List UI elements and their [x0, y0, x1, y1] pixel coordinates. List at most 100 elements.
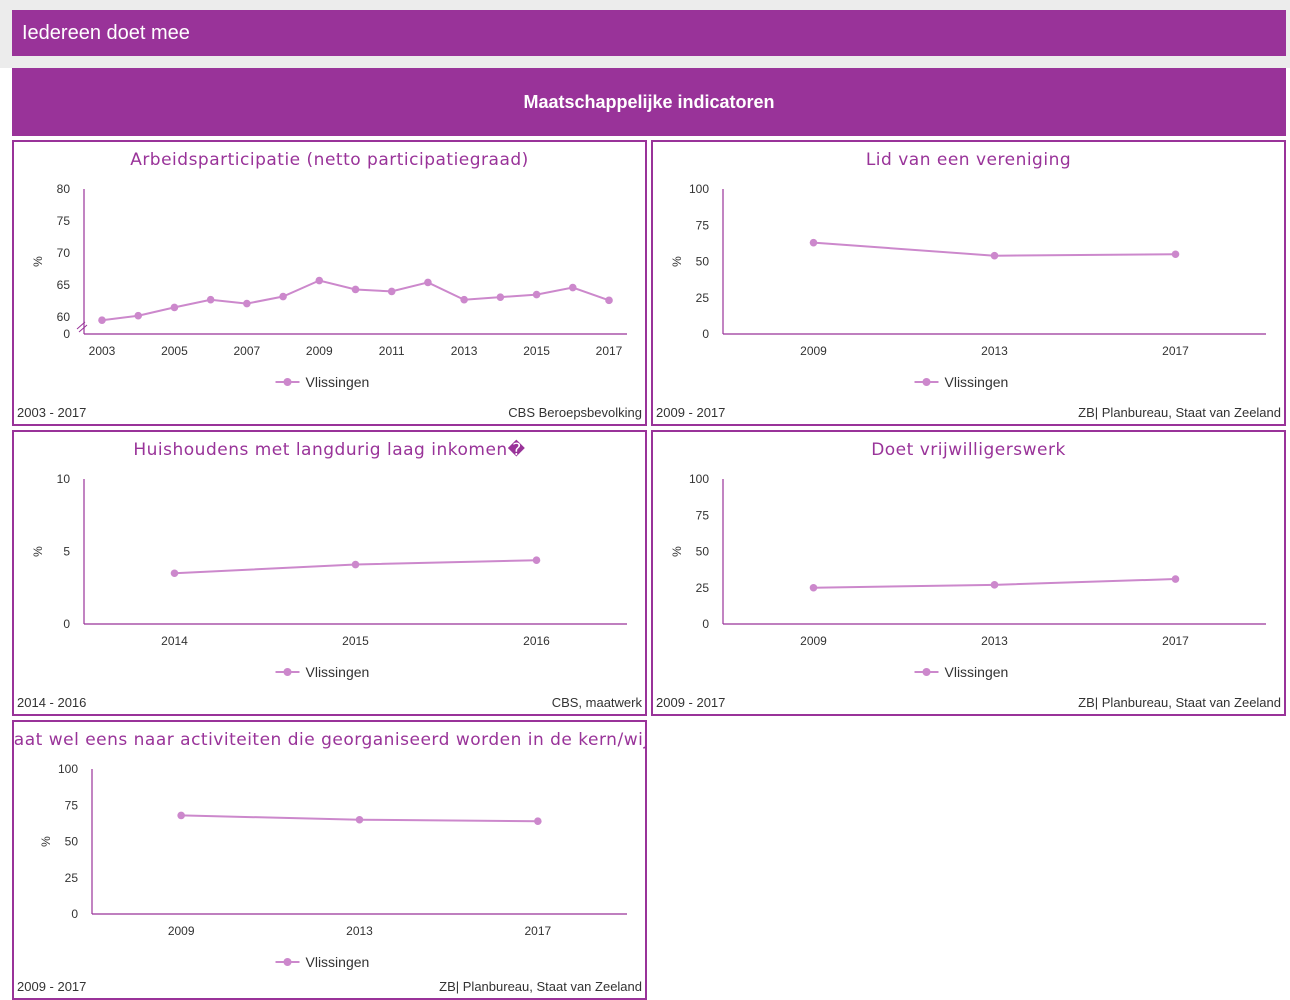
x-tick-label: 2007 — [234, 344, 261, 358]
x-tick-label: 2013 — [981, 634, 1008, 648]
period-label: 2009 - 2017 — [17, 979, 86, 994]
y-tick-label: 60 — [57, 310, 71, 324]
source-label: ZB| Planbureau, Staat van Zeeland — [1078, 695, 1281, 710]
legend-label: Vlissingen — [945, 664, 1009, 680]
chart-panel-activiteiten: Gaat wel eens naar activiteiten die geor… — [12, 720, 647, 1000]
line-chart: Doet vrijwilligerswerk% 0 25 50 75 100 2009 201… — [656, 440, 1281, 710]
chart-panel-laag-inkomen: Huishoudens met langdurig laag inkomen�%… — [12, 430, 647, 716]
legend-marker — [283, 958, 292, 966]
y-tick-label: 25 — [696, 581, 710, 595]
data-point — [243, 299, 251, 308]
y-tick-label: 75 — [57, 214, 71, 228]
source-label: CBS, maatwerk — [552, 695, 643, 710]
x-tick-label: 2017 — [596, 344, 623, 358]
data-point — [206, 295, 215, 304]
chart-title: Arbeidsparticipatie (netto participatieg… — [130, 150, 529, 170]
data-point — [134, 311, 143, 320]
x-tick-label: 2013 — [451, 344, 478, 358]
chart-panel-vrijwilligerswerk: Doet vrijwilligerswerk% 0 25 50 75 100 2009 201… — [651, 430, 1286, 716]
x-tick-label: 2014 — [161, 634, 188, 648]
data-point — [809, 238, 818, 247]
data-point — [177, 811, 185, 820]
y-tick-label: 75 — [696, 218, 710, 232]
data-point — [532, 290, 541, 299]
data-point — [387, 287, 396, 296]
legend-marker — [283, 378, 292, 386]
data-point — [315, 276, 324, 285]
legend-label: Vlissingen — [306, 664, 370, 680]
x-tick-label: 2009 — [800, 344, 827, 358]
x-tick-label: 2009 — [306, 344, 333, 358]
x-tick-label: 2003 — [89, 344, 116, 358]
data-point — [809, 583, 818, 592]
source-label: CBS Beroepsbevolking — [508, 405, 642, 420]
data-point — [351, 285, 360, 294]
y-axis-label: % — [670, 546, 684, 557]
source-label: ZB| Planbureau, Staat van Zeeland — [439, 979, 642, 994]
source-label: ZB| Planbureau, Staat van Zeeland — [1078, 405, 1281, 420]
data-point — [351, 560, 360, 569]
y-tick-label: 25 — [696, 291, 710, 305]
y-axis-label: % — [39, 836, 53, 847]
data-point — [605, 296, 613, 305]
data-point — [990, 251, 999, 260]
period-label: 2014 - 2016 — [17, 695, 86, 710]
period-label: 2009 - 2017 — [656, 695, 725, 710]
y-tick-label: 0 — [702, 617, 709, 631]
chart-panel-lid-vereniging: Lid van een vereniging% 0 25 50 75 100 2009 201… — [651, 140, 1286, 426]
y-tick-label: 10 — [57, 472, 71, 486]
data-point — [534, 817, 542, 825]
x-tick-label: 2013 — [346, 924, 373, 938]
data-point — [424, 278, 432, 287]
data-point — [1171, 250, 1180, 259]
y-tick-label: 0 — [63, 617, 70, 631]
y-tick-label: 50 — [696, 255, 710, 269]
y-tick-label: 5 — [63, 545, 70, 559]
page-title: Iedereen doet mee — [12, 10, 1286, 56]
data-point — [568, 283, 577, 292]
y-tick-label: 100 — [689, 182, 709, 196]
legend-label: Vlissingen — [306, 954, 370, 970]
data-point — [170, 303, 179, 312]
y-axis-label: % — [31, 256, 45, 267]
y-tick-label: 65 — [57, 278, 71, 292]
x-tick-label: 2017 — [1162, 344, 1189, 358]
line-chart: Lid van een vereniging% 0 25 50 75 100 2009 201… — [656, 150, 1281, 420]
y-tick-label: 50 — [65, 835, 79, 849]
y-tick-label: 75 — [696, 508, 710, 522]
data-point — [98, 316, 106, 324]
y-tick-label: 100 — [689, 472, 709, 486]
x-tick-label: 2015 — [342, 634, 369, 648]
data-point — [355, 815, 364, 824]
y-tick-label: 0 — [71, 907, 78, 921]
legend-marker — [283, 668, 292, 676]
x-tick-label: 2005 — [161, 344, 188, 358]
axis-break-mark — [78, 324, 88, 333]
legend-marker — [922, 668, 931, 676]
chart-title: Gaat wel eens naar activiteiten die geor… — [14, 730, 645, 750]
y-tick-label: 100 — [58, 762, 78, 776]
y-tick-label: 80 — [57, 182, 71, 196]
line-chart: Gaat wel eens naar activiteiten die geor… — [14, 730, 645, 994]
data-point — [279, 292, 287, 301]
period-label: 2003 - 2017 — [17, 405, 86, 420]
data-point — [170, 569, 179, 578]
data-point — [496, 293, 505, 301]
y-tick-label: 50 — [696, 545, 710, 559]
section-title: Maatschappelijke indicatoren — [12, 68, 1286, 136]
y-tick-label: 0 — [702, 327, 709, 341]
y-axis-label: % — [31, 546, 45, 557]
line-chart: Huishoudens met langdurig laag inkomen�%… — [17, 439, 643, 710]
line-chart: Arbeidsparticipatie (netto participatieg… — [17, 150, 642, 420]
y-tick-label: 0 — [63, 327, 70, 341]
x-tick-label: 2013 — [981, 344, 1008, 358]
period-label: 2009 - 2017 — [656, 405, 725, 420]
y-tick-label: 25 — [65, 871, 79, 885]
data-point — [532, 556, 541, 564]
axis-break-mark — [76, 321, 86, 330]
y-axis-label: % — [670, 256, 684, 267]
chart-title: Huishoudens met langdurig laag inkomen� — [133, 439, 525, 460]
legend-label: Vlissingen — [945, 374, 1009, 390]
x-tick-label: 2011 — [379, 344, 405, 358]
chart-title: Doet vrijwilligerswerk — [871, 440, 1066, 460]
